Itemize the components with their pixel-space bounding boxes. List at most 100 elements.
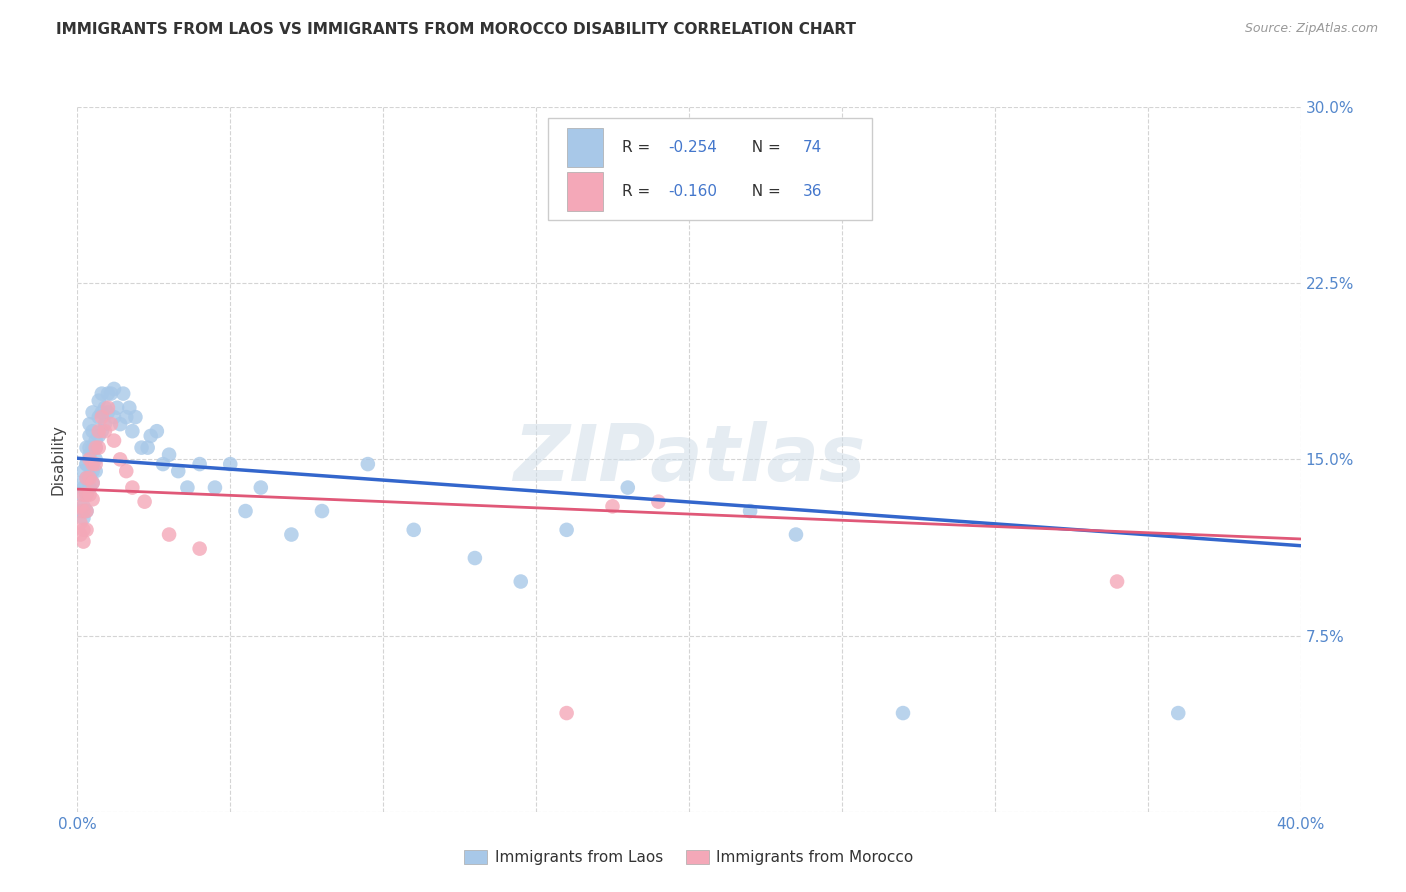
Point <box>90 405 112 419</box>
Point <box>94 424 117 438</box>
Point <box>76 504 98 518</box>
Point <box>79 487 101 501</box>
Point <box>1167 706 1189 720</box>
Point <box>103 382 125 396</box>
Point <box>82 424 104 438</box>
Point <box>72 481 94 495</box>
Point <box>740 504 762 518</box>
Point <box>72 523 94 537</box>
Point <box>76 457 98 471</box>
Point <box>72 500 94 514</box>
Point <box>79 452 101 467</box>
Point <box>84 452 107 467</box>
Point <box>82 405 104 419</box>
Point <box>146 424 169 438</box>
Point <box>1107 574 1129 589</box>
Point <box>82 475 104 490</box>
Text: N =: N = <box>741 140 785 154</box>
Point <box>167 464 190 478</box>
Point <box>76 457 98 471</box>
Point <box>94 417 117 431</box>
Text: -0.160: -0.160 <box>668 184 717 199</box>
Point <box>464 551 486 566</box>
Point <box>90 410 112 425</box>
Text: 74: 74 <box>803 140 823 154</box>
Point <box>235 504 257 518</box>
Text: R =: R = <box>621 184 655 199</box>
Point <box>105 401 128 415</box>
Point <box>76 504 98 518</box>
Point <box>69 527 91 541</box>
Point <box>97 405 120 419</box>
Text: IMMIGRANTS FROM LAOS VS IMMIGRANTS FROM MOROCCO DISABILITY CORRELATION CHART: IMMIGRANTS FROM LAOS VS IMMIGRANTS FROM … <box>56 22 856 37</box>
Text: Source: ZipAtlas.com: Source: ZipAtlas.com <box>1244 22 1378 36</box>
Point <box>72 511 94 525</box>
Point <box>188 457 211 471</box>
Point <box>72 534 94 549</box>
Point <box>131 441 153 455</box>
Point <box>311 504 333 518</box>
Point <box>72 504 94 518</box>
Point <box>602 500 624 514</box>
Point <box>97 386 120 401</box>
Point <box>72 464 94 478</box>
Point <box>90 386 112 401</box>
Point <box>357 457 380 471</box>
Point <box>82 492 104 507</box>
Point <box>204 481 226 495</box>
Point <box>76 487 98 501</box>
Point <box>108 452 131 467</box>
Point <box>152 457 174 471</box>
Point <box>785 527 807 541</box>
Point <box>87 410 110 425</box>
Point <box>157 448 180 462</box>
Point <box>94 401 117 415</box>
Point <box>79 471 101 485</box>
Point <box>84 441 107 455</box>
Point <box>250 481 273 495</box>
Point <box>509 574 531 589</box>
Point <box>90 424 112 438</box>
Text: 36: 36 <box>803 184 823 199</box>
Point <box>79 448 101 462</box>
Point <box>176 481 198 495</box>
Bar <box>567 128 603 167</box>
Point <box>79 429 101 443</box>
Point <box>121 424 143 438</box>
Point <box>84 441 107 455</box>
Point <box>555 523 578 537</box>
Point <box>136 441 159 455</box>
Point <box>617 481 640 495</box>
Point <box>121 481 143 495</box>
Point <box>69 500 91 514</box>
Point <box>115 410 138 425</box>
Point <box>87 393 110 408</box>
Point <box>647 494 669 508</box>
Y-axis label: Disability: Disability <box>51 424 66 495</box>
Point <box>76 471 98 485</box>
Point <box>118 401 141 415</box>
Point <box>84 457 107 471</box>
Legend: Immigrants from Laos, Immigrants from Morocco: Immigrants from Laos, Immigrants from Mo… <box>458 844 920 871</box>
Point <box>82 464 104 478</box>
Point <box>69 504 91 518</box>
Point <box>72 487 94 501</box>
Point <box>555 706 578 720</box>
Point <box>69 475 91 490</box>
Point <box>76 487 98 501</box>
Text: R =: R = <box>621 140 655 154</box>
Point <box>139 429 162 443</box>
Point <box>79 481 101 495</box>
Point <box>69 487 91 501</box>
Point <box>84 464 107 478</box>
Point <box>108 417 131 431</box>
Point <box>280 527 302 541</box>
Text: -0.254: -0.254 <box>668 140 717 154</box>
Point <box>79 441 101 455</box>
Point <box>100 417 122 431</box>
Point <box>112 386 135 401</box>
Point <box>84 434 107 448</box>
Point <box>87 424 110 438</box>
Point <box>82 441 104 455</box>
Point <box>97 401 120 415</box>
